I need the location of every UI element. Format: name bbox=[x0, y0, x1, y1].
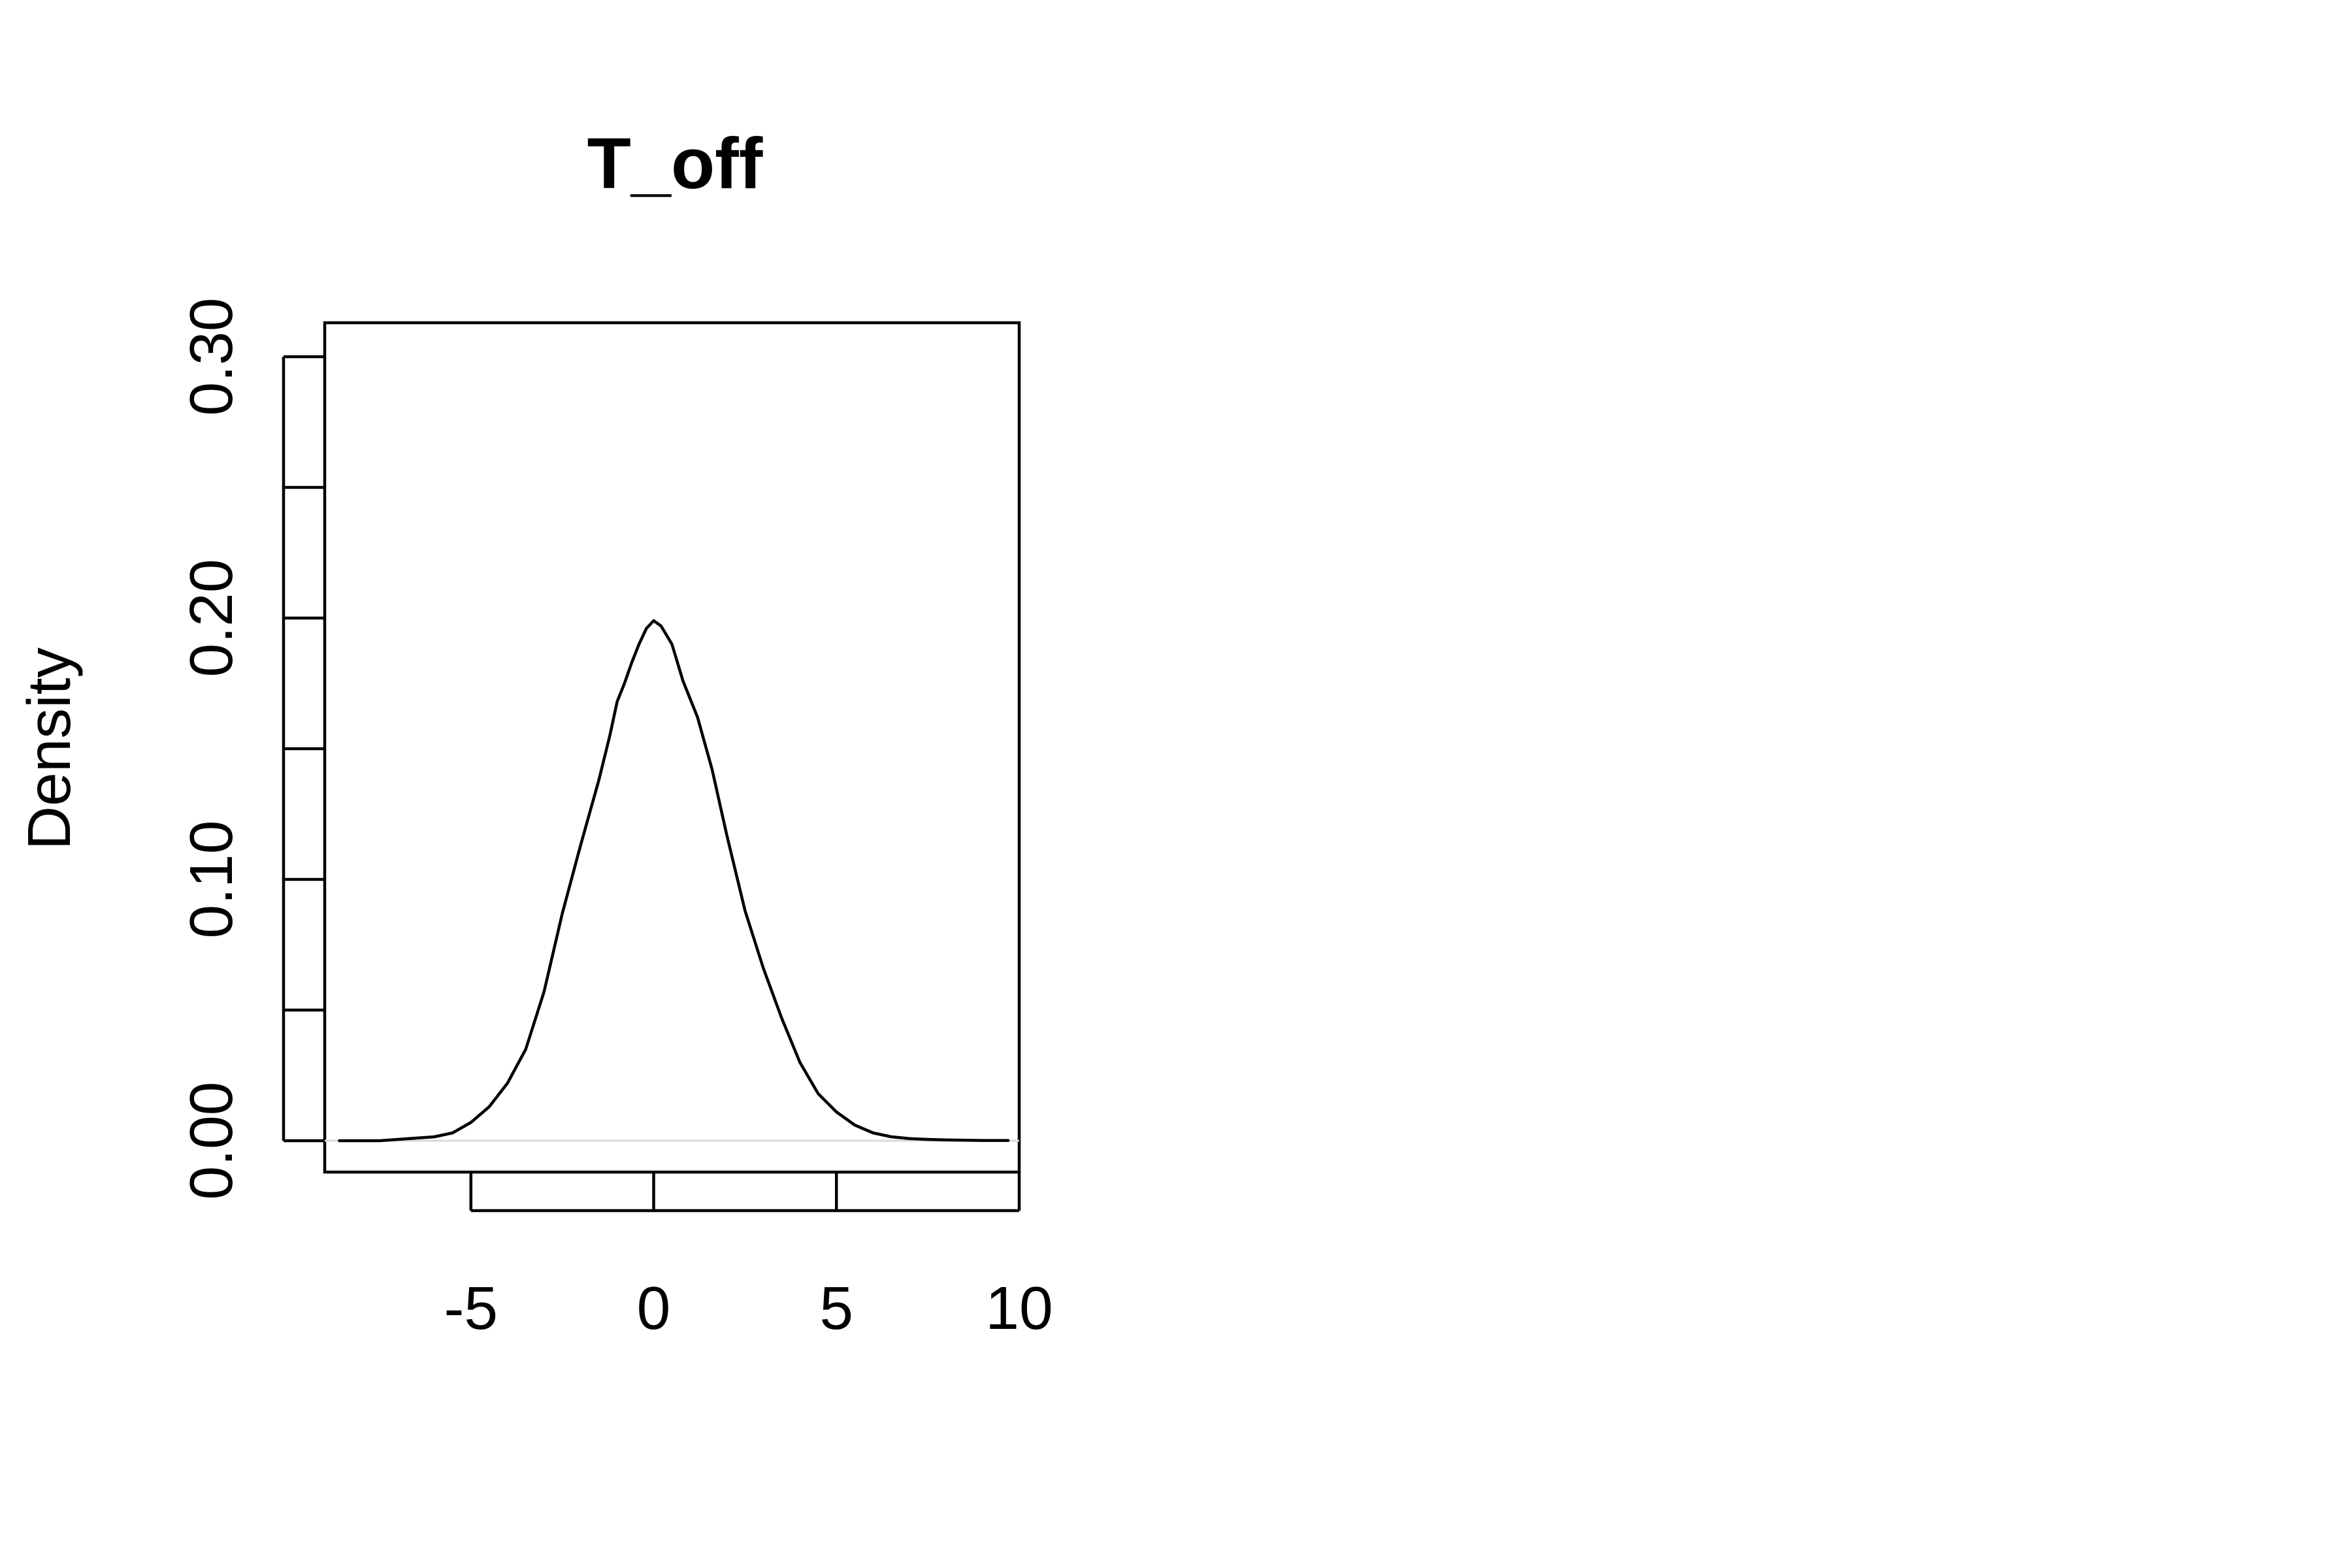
y-tick-label: 0.00 bbox=[177, 1081, 245, 1200]
x-tick-label: 10 bbox=[985, 1274, 1053, 1342]
x-tick-label: 5 bbox=[819, 1274, 853, 1342]
y-axis: 0.00 0.10 0.20 0.30 bbox=[177, 297, 325, 1200]
y-tick-label: 0.10 bbox=[177, 820, 245, 938]
plot-frame bbox=[323, 321, 1021, 1174]
chart-title: T_off bbox=[587, 123, 763, 204]
x-tick-label: 0 bbox=[637, 1274, 671, 1342]
density-curve bbox=[338, 619, 1010, 1143]
y-tick-label: 0.20 bbox=[177, 559, 245, 677]
x-axis: -5 0 5 10 bbox=[444, 1171, 1053, 1342]
y-tick-label: 0.30 bbox=[177, 297, 245, 416]
y-axis-title: Density bbox=[15, 647, 83, 850]
x-tick-label: -5 bbox=[444, 1274, 498, 1342]
